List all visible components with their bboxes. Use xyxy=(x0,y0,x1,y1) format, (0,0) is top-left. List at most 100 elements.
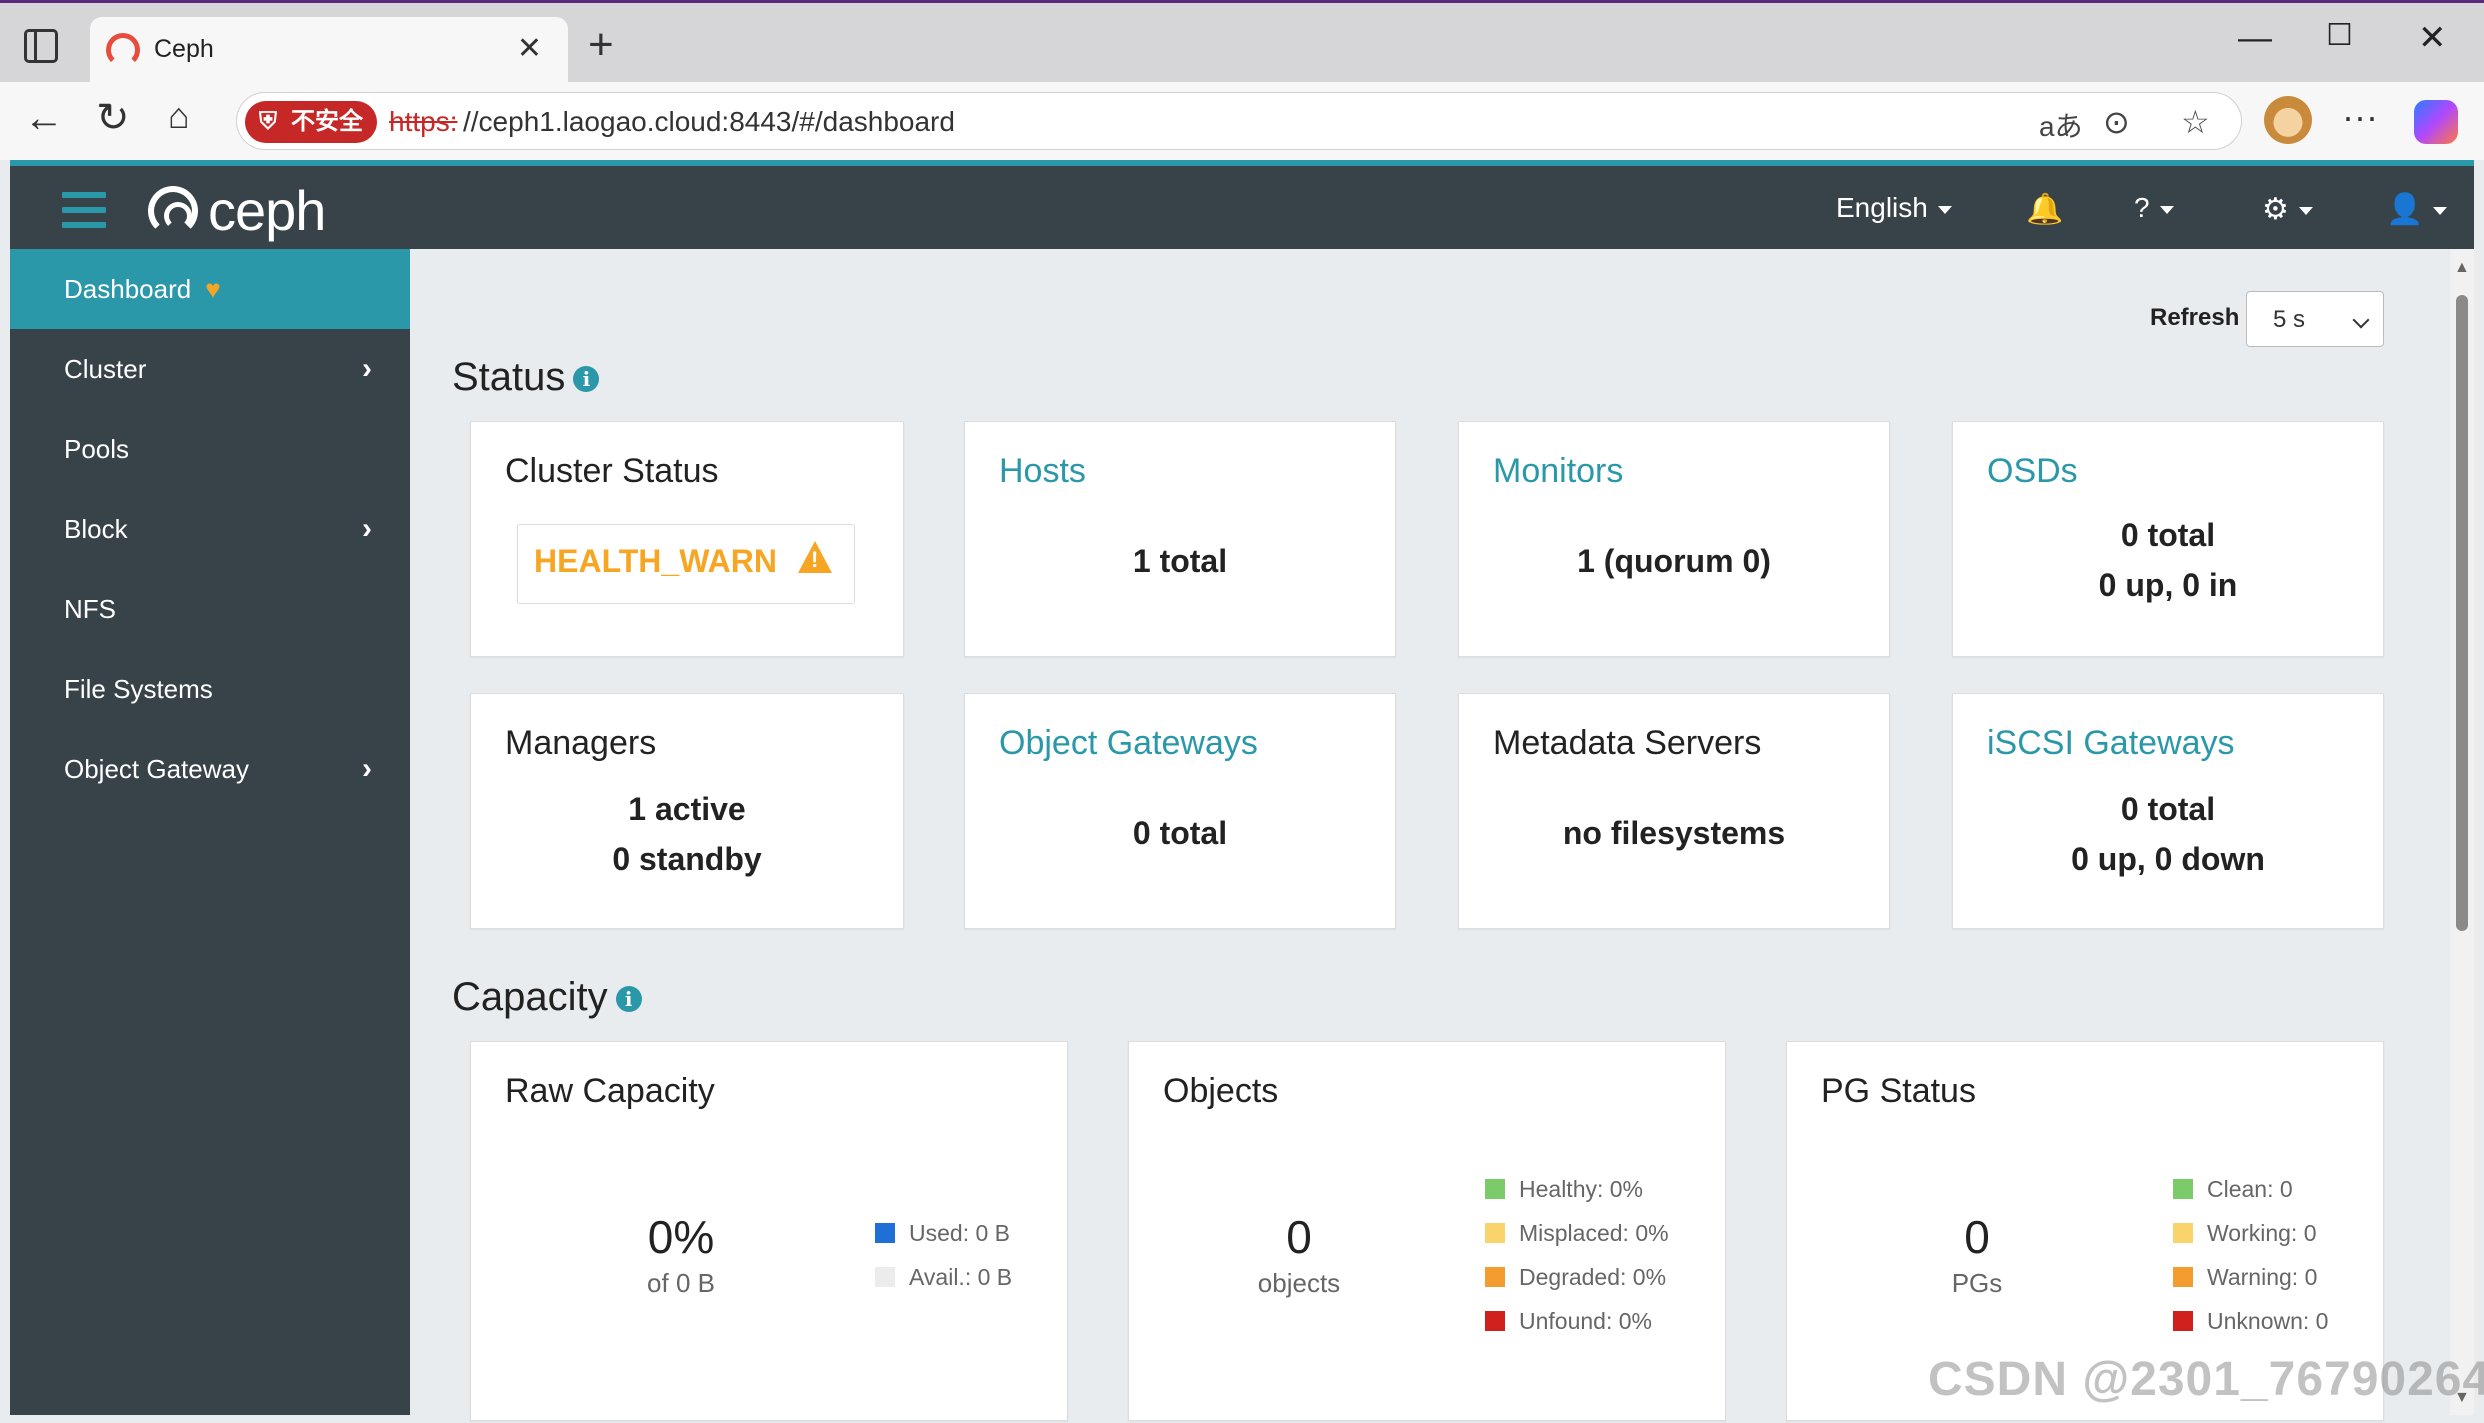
chevron-right-icon: › xyxy=(362,512,372,545)
warning-icon xyxy=(798,541,832,573)
metadata-servers-card: Metadata Servers no filesystems xyxy=(1458,693,1890,929)
url-text: //ceph1.laogao.cloud:8443/#/dashboard xyxy=(463,106,955,137)
app-header: ceph English 🔔 ? ⚙ 👤 xyxy=(10,160,2474,249)
card-title: Objects xyxy=(1163,1072,1279,1110)
tab-close-icon[interactable]: ✕ xyxy=(516,32,542,65)
page-actions-icon[interactable]: ⊙ xyxy=(2103,104,2130,140)
page-scrollbar[interactable]: ▲ ▼ xyxy=(2450,249,2474,1415)
sidebar-item-nfs[interactable]: NFS xyxy=(10,569,410,649)
sidebar-item-file-systems[interactable]: File Systems xyxy=(10,649,410,729)
maximize-icon[interactable]: ☐ xyxy=(2326,19,2353,52)
legend-label: Warning: 0 xyxy=(2207,1264,2318,1290)
home-icon[interactable]: ⌂ xyxy=(168,95,190,136)
legend-swatch xyxy=(875,1223,895,1244)
sidebar-item-dashboard[interactable]: Dashboard ♥ xyxy=(10,249,410,329)
legend-swatch xyxy=(2173,1179,2193,1200)
raw-capacity-card: Raw Capacity 0% of 0 B Used: 0 B Avail.:… xyxy=(470,1041,1068,1421)
objects-unit: objects xyxy=(1257,1268,1341,1298)
object-gateways-card: Object Gateways 0 total xyxy=(964,693,1396,929)
objects-card: Objects 0 objects Healthy: 0% Misplaced:… xyxy=(1128,1041,1726,1421)
insecure-badge[interactable]: 不安全 xyxy=(245,101,377,143)
legend-label: Clean: 0 xyxy=(2207,1176,2293,1202)
notifications-bell-icon[interactable]: 🔔 xyxy=(2026,193,2064,226)
sidebar-item-label: File Systems xyxy=(64,674,213,704)
cluster-status-card: Cluster Status HEALTH_WARN xyxy=(470,421,904,657)
pg-status-card: PG Status 0 PGs Clean: 0 Working: 0 Warn… xyxy=(1786,1041,2384,1421)
osds-total: 0 total xyxy=(2120,517,2216,553)
pg-unit: PGs xyxy=(1951,1268,2003,1298)
url-scheme: https: xyxy=(389,106,458,137)
legend-swatch xyxy=(1485,1267,1505,1288)
minimize-icon[interactable]: — xyxy=(2238,19,2272,57)
language-selector[interactable]: English xyxy=(1836,192,1952,224)
dashboard-content: Refresh 5 s Status i Cluster Status HEALT… xyxy=(410,249,2450,1421)
info-icon[interactable]: i xyxy=(615,986,642,1013)
metadata-servers-value: no filesystems xyxy=(1562,815,1786,851)
scroll-up-icon[interactable]: ▲ xyxy=(2454,259,2470,276)
read-aloud-icon[interactable]: aあ xyxy=(2039,111,2083,142)
favorite-star-icon[interactable]: ☆ xyxy=(2181,104,2210,140)
info-icon[interactable]: i xyxy=(573,366,600,393)
tab-actions-icon[interactable] xyxy=(24,29,58,63)
sidebar-item-pools[interactable]: Pools xyxy=(10,409,410,489)
legend-unfound: Unfound: 0% xyxy=(1485,1306,1652,1336)
iscsi-gateways-card: iSCSI Gateways 0 total 0 up, 0 down xyxy=(1952,693,2384,929)
refresh-interval-value: 5 s xyxy=(2273,306,2306,333)
browser-toolbar: ← ↻ ⌂ 不安全 https: //ceph1.laogao.cloud:84… xyxy=(0,82,2484,160)
card-title: Managers xyxy=(505,724,657,762)
osds-link[interactable]: OSDs xyxy=(1987,452,2078,490)
legend-healthy: Healthy: 0% xyxy=(1485,1174,1643,1204)
iscsi-gateways-link[interactable]: iSCSI Gateways xyxy=(1987,724,2235,762)
managers-standby: 0 standby xyxy=(612,841,762,877)
legend-used: Used: 0 B xyxy=(875,1218,1010,1248)
sidebar-item-block[interactable]: Block › xyxy=(10,489,410,569)
ceph-logo[interactable]: ceph xyxy=(208,179,326,242)
monitors-value: 1 (quorum 0) xyxy=(1577,543,1771,579)
card-title: PG Status xyxy=(1821,1072,1976,1110)
profile-avatar[interactable] xyxy=(2264,96,2312,144)
hosts-value: 1 total xyxy=(1132,543,1228,579)
legend-misplaced: Misplaced: 0% xyxy=(1485,1218,1669,1248)
health-status-badge[interactable]: HEALTH_WARN xyxy=(517,524,855,604)
sidebar-item-label: Cluster xyxy=(64,354,147,384)
chevron-right-icon: › xyxy=(362,752,372,785)
sidebar-item-cluster[interactable]: Cluster › xyxy=(10,329,410,409)
legend-unknown: Unknown: 0 xyxy=(2173,1306,2328,1336)
legend-label: Degraded: 0% xyxy=(1519,1264,1667,1290)
card-title: Cluster Status xyxy=(505,452,719,490)
new-tab-button[interactable]: + xyxy=(588,20,614,69)
hosts-link[interactable]: Hosts xyxy=(999,452,1086,490)
window-close-icon[interactable]: ✕ xyxy=(2418,19,2447,57)
raw-capacity-percent: 0% xyxy=(647,1211,715,1263)
legend-swatch xyxy=(875,1267,895,1288)
reload-icon[interactable]: ↻ xyxy=(96,96,130,140)
sidebar-item-object-gateway[interactable]: Object Gateway › xyxy=(10,729,410,809)
legend-swatch xyxy=(1485,1311,1505,1332)
settings-gear-icon[interactable]: ⚙ xyxy=(2262,192,2313,227)
back-icon[interactable]: ← xyxy=(24,96,64,140)
object-gateways-link[interactable]: Object Gateways xyxy=(999,724,1258,762)
status-section-title: Status i xyxy=(452,355,600,400)
ceph-dashboard-app: ceph English 🔔 ? ⚙ 👤 Dashboard ♥ Cluster … xyxy=(10,160,2474,1421)
scroll-thumb[interactable] xyxy=(2456,295,2468,931)
copilot-icon[interactable] xyxy=(2414,100,2458,144)
object-gateways-value: 0 total xyxy=(1132,815,1228,851)
sidebar-item-label: Object Gateway xyxy=(64,754,249,784)
hamburger-menu-icon[interactable] xyxy=(62,192,106,228)
refresh-interval-select[interactable]: 5 s xyxy=(2246,291,2384,347)
help-icon[interactable]: ? xyxy=(2134,192,2174,224)
watermark: CSDN @2301_76790264 xyxy=(1928,1353,2484,1406)
browser-tab[interactable]: Ceph ✕ xyxy=(90,17,568,85)
osds-card: OSDs 0 total 0 up, 0 in xyxy=(1952,421,2384,657)
scroll-down-icon[interactable]: ▼ xyxy=(2454,1389,2470,1406)
monitors-card: Monitors 1 (quorum 0) xyxy=(1458,421,1890,657)
user-icon[interactable]: 👤 xyxy=(2386,192,2447,227)
legend-label: Used: 0 B xyxy=(909,1220,1010,1246)
address-bar[interactable]: 不安全 https: //ceph1.laogao.cloud:8443/#/d… xyxy=(236,92,2242,150)
monitors-link[interactable]: Monitors xyxy=(1493,452,1624,490)
legend-label: Unknown: 0 xyxy=(2207,1308,2329,1334)
legend-avail: Avail.: 0 B xyxy=(875,1262,1012,1292)
legend-label: Healthy: 0% xyxy=(1519,1176,1644,1202)
legend-swatch xyxy=(2173,1311,2193,1332)
more-menu-icon[interactable]: ··· xyxy=(2342,96,2378,137)
